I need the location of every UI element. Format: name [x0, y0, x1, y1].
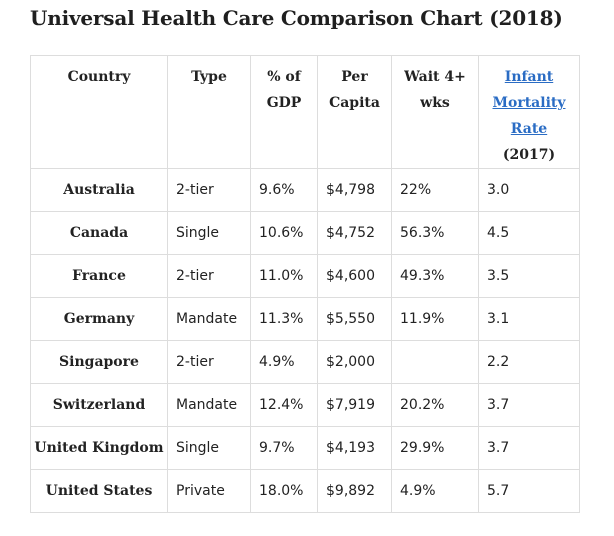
- cell-type: Private: [167, 469, 251, 513]
- infant-mortality-link-line1[interactable]: Infant: [504, 69, 554, 85]
- cell-country: Germany: [30, 297, 168, 341]
- cell-infant-mortality: 3.7: [478, 383, 580, 427]
- cell-infant-mortality: 3.7: [478, 426, 580, 470]
- cell-wait: 56.3%: [391, 211, 479, 255]
- cell-country: United States: [30, 469, 168, 513]
- header-per-capita: Per Capita: [317, 55, 392, 169]
- cell-wait: 29.9%: [391, 426, 479, 470]
- cell-type: 2-tier: [167, 168, 251, 212]
- cell-infant-mortality: 5.7: [478, 469, 580, 513]
- cell-type: 2-tier: [167, 340, 251, 384]
- cell-infant-mortality: 2.2: [478, 340, 580, 384]
- header-wait-line2: wks: [420, 95, 450, 111]
- header-gdp-line2: GDP: [266, 95, 302, 111]
- cell-per-capita: $5,550: [317, 297, 392, 341]
- header-infant-mortality: Infant Mortality Rate (2017): [478, 55, 580, 169]
- cell-country: Switzerland: [30, 383, 168, 427]
- table-body: Australia 2-tier 9.6% $4,798 22% 3.0 Canada Sin…: [30, 168, 580, 513]
- cell-country: Canada: [30, 211, 168, 255]
- cell-gdp: 9.7%: [250, 426, 318, 470]
- page-title: Universal Health Care Comparison Chart (…: [30, 6, 563, 30]
- cell-wait: 11.9%: [391, 297, 479, 341]
- infant-mortality-link-line3[interactable]: Rate: [510, 121, 548, 137]
- header-per-capita-line1: Per: [341, 69, 368, 85]
- cell-wait: 4.9%: [391, 469, 479, 513]
- cell-type: Single: [167, 211, 251, 255]
- cell-wait: 20.2%: [391, 383, 479, 427]
- header-country: Country: [30, 55, 168, 169]
- cell-type: Single: [167, 426, 251, 470]
- cell-gdp: 9.6%: [250, 168, 318, 212]
- header-type: Type: [167, 55, 251, 169]
- cell-type: Mandate: [167, 383, 251, 427]
- table-row: Australia 2-tier 9.6% $4,798 22% 3.0: [30, 168, 580, 212]
- table-row: Singapore 2-tier 4.9% $2,000 2.2: [30, 340, 580, 384]
- cell-per-capita: $4,600: [317, 254, 392, 298]
- header-per-capita-line2: Capita: [329, 95, 380, 111]
- header-gdp: % of GDP: [250, 55, 318, 169]
- cell-per-capita: $9,892: [317, 469, 392, 513]
- infant-mortality-year: (2017): [502, 147, 556, 163]
- cell-per-capita: $4,752: [317, 211, 392, 255]
- cell-gdp: 11.3%: [250, 297, 318, 341]
- cell-per-capita: $2,000: [317, 340, 392, 384]
- cell-type: 2-tier: [167, 254, 251, 298]
- cell-per-capita: $4,798: [317, 168, 392, 212]
- cell-per-capita: $7,919: [317, 383, 392, 427]
- table-row: France 2-tier 11.0% $4,600 49.3% 3.5: [30, 254, 580, 298]
- cell-country: France: [30, 254, 168, 298]
- cell-country: United Kingdom: [30, 426, 168, 470]
- cell-gdp: 18.0%: [250, 469, 318, 513]
- cell-country: Singapore: [30, 340, 168, 384]
- cell-wait: 22%: [391, 168, 479, 212]
- table-row: United Kingdom Single 9.7% $4,193 29.9% 3.7: [30, 426, 580, 470]
- cell-wait: 49.3%: [391, 254, 479, 298]
- cell-type: Mandate: [167, 297, 251, 341]
- header-country-label: Country: [67, 69, 131, 85]
- cell-gdp: 11.0%: [250, 254, 318, 298]
- table-row: Germany Mandate 11.3% $5,550 11.9% 3.1: [30, 297, 580, 341]
- cell-infant-mortality: 3.5: [478, 254, 580, 298]
- header-row: Country Type % of GDP Per Capita Wait 4+…: [30, 55, 580, 169]
- infant-mortality-link-line2[interactable]: Mortality: [492, 95, 566, 111]
- comparison-table: Country Type % of GDP Per Capita Wait 4+…: [30, 55, 580, 513]
- cell-wait: [391, 340, 479, 384]
- header-wait-line1: Wait 4+: [404, 69, 466, 85]
- cell-gdp: 12.4%: [250, 383, 318, 427]
- cell-gdp: 10.6%: [250, 211, 318, 255]
- table-row: United States Private 18.0% $9,892 4.9% 5.7: [30, 469, 580, 513]
- cell-infant-mortality: 3.0: [478, 168, 580, 212]
- table-row: Switzerland Mandate 12.4% $7,919 20.2% 3.7: [30, 383, 580, 427]
- header-gdp-line1: % of: [267, 69, 301, 85]
- cell-infant-mortality: 3.1: [478, 297, 580, 341]
- header-wait: Wait 4+ wks: [391, 55, 479, 169]
- header-type-label: Type: [191, 69, 227, 85]
- cell-gdp: 4.9%: [250, 340, 318, 384]
- cell-per-capita: $4,193: [317, 426, 392, 470]
- cell-country: Australia: [30, 168, 168, 212]
- cell-infant-mortality: 4.5: [478, 211, 580, 255]
- table-row: Canada Single 10.6% $4,752 56.3% 4.5: [30, 211, 580, 255]
